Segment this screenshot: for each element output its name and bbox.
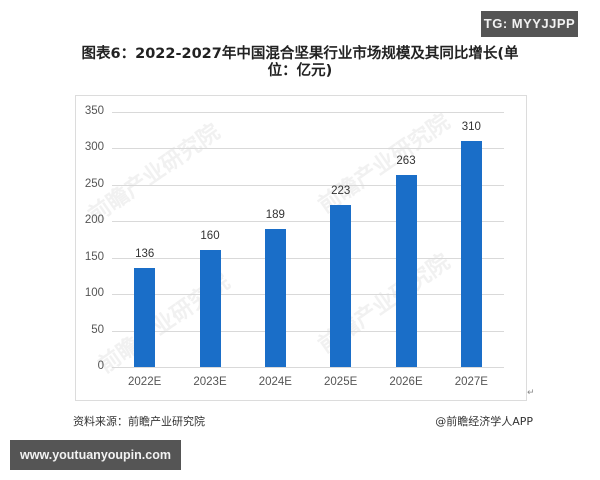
gridline xyxy=(112,367,504,368)
y-tick-label: 100 xyxy=(84,287,104,300)
gridline xyxy=(112,184,504,186)
watermark-text: 前瞻产业研究院 xyxy=(84,119,225,229)
x-tick-label: 2022E xyxy=(128,376,162,388)
return-mark-icon: ↵ xyxy=(527,388,535,398)
x-tick-label: 2026E xyxy=(389,376,423,388)
gridline xyxy=(112,112,504,113)
y-tick-label: 250 xyxy=(84,177,104,190)
bar-2026E xyxy=(395,175,417,367)
bar-2024E xyxy=(264,229,286,367)
data-label: 189 xyxy=(265,209,285,222)
data-label: 263 xyxy=(396,155,416,168)
chart-area: 前瞻产业研究院 前瞻产业研究院 前瞻产业研究院 前瞻产业研究院 0 50 100 150 200… xyxy=(75,95,527,401)
data-label: 160 xyxy=(200,230,220,243)
y-tick-label: 200 xyxy=(84,214,104,227)
x-tick-label: 2023E xyxy=(193,376,227,388)
x-tick-label: 2025E xyxy=(324,376,358,388)
y-tick-label: 0 xyxy=(97,360,104,372)
data-label: 223 xyxy=(331,184,351,197)
gridline xyxy=(112,221,504,223)
bar-2027E xyxy=(460,141,482,367)
y-tick-label: 150 xyxy=(84,250,104,263)
credit-note: @前瞻经济学人APP xyxy=(435,415,533,428)
gridline xyxy=(112,294,504,296)
data-label: 310 xyxy=(461,121,481,134)
gridline xyxy=(112,148,504,150)
chart-title: 图表6：2022-2027年中国混合坚果行业市场规模及其同比增长(单位：亿元) xyxy=(81,46,519,79)
tg-badge: TG: MYYJJPP xyxy=(481,11,578,37)
y-tick-label: 350 xyxy=(84,105,104,117)
y-tick-label: 300 xyxy=(84,141,104,154)
gridline xyxy=(112,330,504,332)
url-badge: www.youtuanyoupin.com xyxy=(10,440,181,470)
y-tick-label: 50 xyxy=(91,323,104,336)
bar-2023E xyxy=(199,250,221,367)
gridline xyxy=(112,257,504,259)
bar-2022E xyxy=(134,267,156,367)
bar-2025E xyxy=(330,204,352,367)
data-label: 136 xyxy=(135,247,155,260)
source-note: 资料来源：前瞻产业研究院 xyxy=(73,415,205,428)
x-tick-label: 2024E xyxy=(258,376,292,388)
x-tick-label: 2027E xyxy=(454,376,488,388)
